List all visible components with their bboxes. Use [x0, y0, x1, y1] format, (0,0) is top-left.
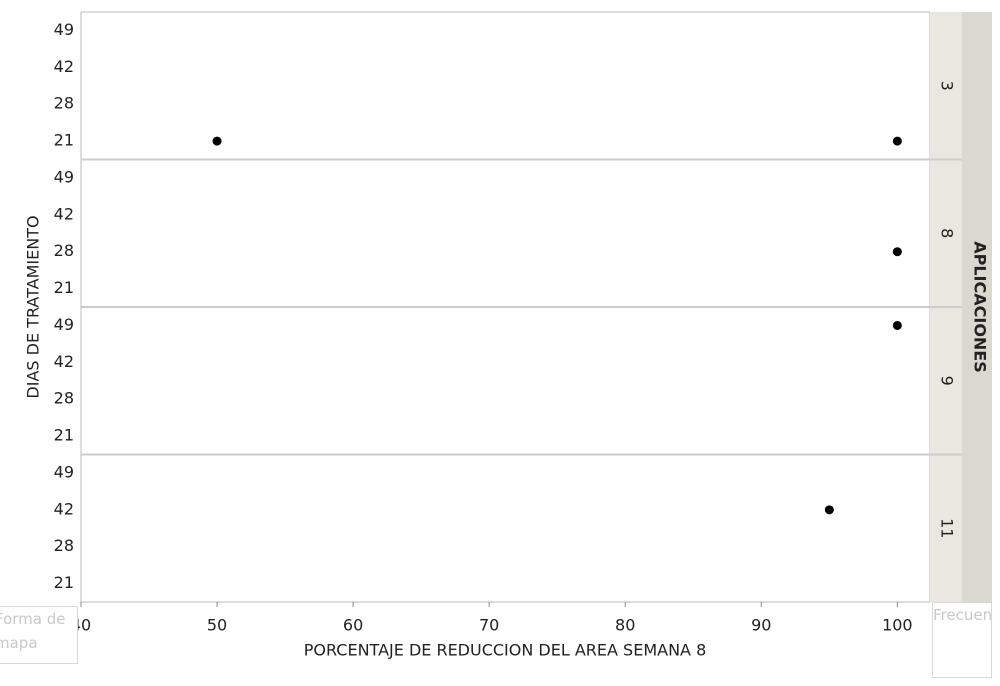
y-tick-label: 21 — [54, 131, 74, 150]
y-tick-label: 28 — [54, 389, 74, 408]
x-tick-label: 90 — [751, 616, 771, 635]
left-control[interactable]: Forma de mapa — [0, 606, 78, 664]
y-tick-label: 21 — [54, 278, 74, 297]
y-tick-label: 28 — [54, 241, 74, 260]
y-tick-label: 28 — [54, 536, 74, 555]
facet-title: APLICACIONES — [971, 241, 990, 373]
x-tick-label: 70 — [479, 616, 499, 635]
point — [212, 136, 222, 146]
x-tick-label: 100 — [882, 616, 913, 635]
facet-label: 8 — [938, 228, 957, 238]
x-tick-label: 80 — [615, 616, 635, 635]
point — [892, 136, 902, 146]
y-tick-label: 42 — [54, 57, 74, 76]
y-tick-label: 49 — [54, 20, 74, 39]
y-tick-label: 42 — [54, 352, 74, 371]
facet-label: 11 — [938, 518, 957, 538]
y-tick-label: 42 — [54, 499, 74, 518]
y-tick-label: 49 — [54, 462, 74, 481]
facet-title-strip — [962, 12, 992, 602]
x-axis-label: PORCENTAJE DE REDUCCION DEL AREA SEMANA … — [304, 641, 707, 660]
point — [824, 505, 834, 515]
facet-label: 9 — [938, 376, 957, 386]
y-tick-label: 49 — [54, 315, 74, 334]
y-tick-label: 21 — [54, 426, 74, 445]
facet-label: 3 — [938, 81, 957, 91]
y-tick-label: 42 — [54, 204, 74, 223]
x-tick-label: 60 — [343, 616, 363, 635]
point — [892, 320, 902, 330]
x-tick-label: 50 — [207, 616, 227, 635]
point — [892, 247, 902, 257]
right-control[interactable]: Frecuencia — [932, 602, 992, 678]
y-tick-label: 49 — [54, 167, 74, 186]
y-axis-label: DIAS DE TRATAMIENTO — [24, 215, 43, 398]
y-tick-label: 28 — [54, 94, 74, 113]
y-tick-label: 21 — [54, 573, 74, 592]
